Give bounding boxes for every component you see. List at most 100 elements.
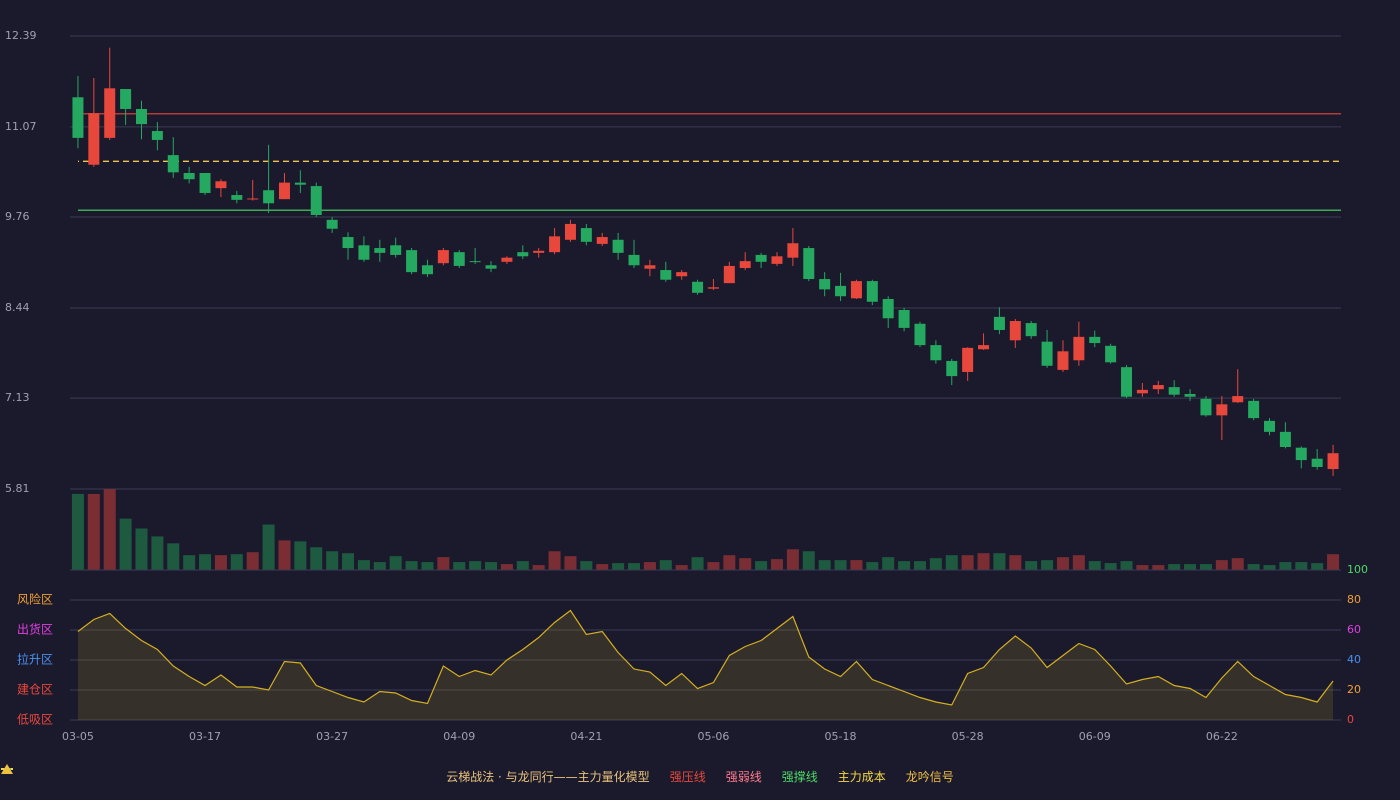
- volume-bar: [643, 562, 656, 570]
- candle-body: [628, 254, 640, 266]
- volume-bar: [1120, 561, 1133, 570]
- candle-body: [723, 265, 735, 284]
- y-tick-label: 12.39: [5, 29, 37, 42]
- volume-bar: [183, 555, 196, 570]
- volume-bar: [961, 555, 974, 570]
- volume-bar: [834, 560, 847, 570]
- candle-body: [1216, 404, 1228, 416]
- volume-bar: [802, 551, 815, 570]
- volume-bar: [945, 555, 958, 570]
- candle-body: [485, 265, 497, 269]
- candle-body: [612, 239, 624, 253]
- y-tick-label: 9.76: [5, 210, 30, 223]
- candle-body: [167, 155, 179, 173]
- volume-bar: [342, 553, 355, 570]
- candle-body: [930, 345, 942, 361]
- volume-bar: [866, 562, 879, 570]
- legend-item: 龙吟信号: [1, 764, 954, 785]
- candle-body: [437, 250, 449, 264]
- volume-bar: [548, 551, 561, 570]
- volume-bar: [628, 563, 641, 570]
- candle-body: [564, 223, 576, 240]
- volume-bar: [278, 540, 291, 570]
- volume-bar: [1041, 560, 1054, 570]
- candle-body: [326, 219, 338, 229]
- volume-bar: [723, 555, 736, 570]
- candle-body: [1136, 389, 1148, 394]
- candle-body: [1152, 385, 1164, 390]
- zone-label: 低吸区: [17, 713, 53, 727]
- volume-bar: [310, 547, 323, 570]
- candle-body: [1041, 341, 1053, 366]
- indicator-tick-label: 20: [1347, 683, 1361, 696]
- volume-bar: [516, 561, 529, 570]
- volume-bar: [135, 528, 148, 570]
- candle-body: [1279, 431, 1291, 448]
- volume-bar: [1009, 555, 1022, 570]
- candle-body: [199, 173, 211, 193]
- candle-body: [771, 256, 783, 264]
- x-tick-label: 05-06: [697, 730, 729, 743]
- candle-body: [1311, 458, 1323, 467]
- zone-label: 出货区: [17, 622, 53, 637]
- volume-bar: [786, 549, 799, 570]
- volume-bar: [246, 552, 259, 570]
- legend-label: 主力成本: [837, 769, 886, 784]
- volume-bar: [882, 557, 895, 570]
- indicator-tick-label: 100: [1347, 563, 1368, 576]
- legend-item: 强压线: [1, 768, 706, 785]
- volume-bar: [898, 561, 911, 570]
- volume-bar: [707, 562, 720, 570]
- volume-bar: [87, 493, 100, 570]
- candle-body: [787, 243, 799, 258]
- candle-body: [135, 108, 147, 125]
- volume-bar: [405, 561, 418, 570]
- volume-bar: [532, 565, 545, 570]
- candle-body: [1009, 321, 1021, 341]
- legend-item: 主力成本: [1, 768, 886, 785]
- x-tick-label: 04-09: [443, 730, 475, 743]
- indicator-tick-label: 40: [1347, 653, 1361, 666]
- candle-body: [1327, 453, 1339, 470]
- candle-body: [104, 88, 116, 138]
- volume-bar: [485, 562, 498, 570]
- y-tick-label: 7.13: [5, 391, 30, 404]
- candle-body: [580, 228, 592, 242]
- volume-bar: [913, 561, 926, 570]
- candle-body: [1184, 393, 1196, 397]
- candle-body: [120, 89, 132, 109]
- zone-label: 拉升区: [17, 652, 53, 667]
- candle-body: [517, 252, 529, 257]
- candle-body: [644, 265, 656, 269]
- candle-body: [1105, 345, 1117, 363]
- candle-body: [819, 279, 831, 290]
- candle-body: [946, 360, 958, 377]
- candle-body: [421, 265, 433, 275]
- volume-bar: [1056, 557, 1069, 570]
- candle-body: [1073, 336, 1085, 361]
- candle-body: [231, 195, 243, 200]
- volume-bar: [1247, 564, 1260, 570]
- volume-bar: [1104, 563, 1117, 570]
- x-tick-label: 04-21: [570, 730, 602, 743]
- candle-body: [692, 281, 704, 293]
- candle-body: [374, 248, 386, 253]
- candle-body: [183, 173, 195, 180]
- candle-body: [453, 252, 465, 266]
- volume-bar: [373, 562, 386, 570]
- volume-bar: [167, 543, 180, 570]
- candle-body: [549, 236, 561, 253]
- indicator-tick-label: 0: [1347, 713, 1354, 726]
- volume-bar: [691, 557, 704, 570]
- candle-body: [914, 323, 926, 346]
- volume-bar: [326, 551, 339, 570]
- candle-body: [962, 347, 974, 372]
- legend-item: 强弱线: [1, 768, 762, 785]
- volume-bar: [469, 561, 482, 570]
- volume-bar: [850, 560, 863, 570]
- candle-body: [1248, 400, 1260, 419]
- volume-bar: [437, 557, 450, 570]
- volume-bar: [659, 560, 672, 570]
- volume-bar: [230, 554, 243, 570]
